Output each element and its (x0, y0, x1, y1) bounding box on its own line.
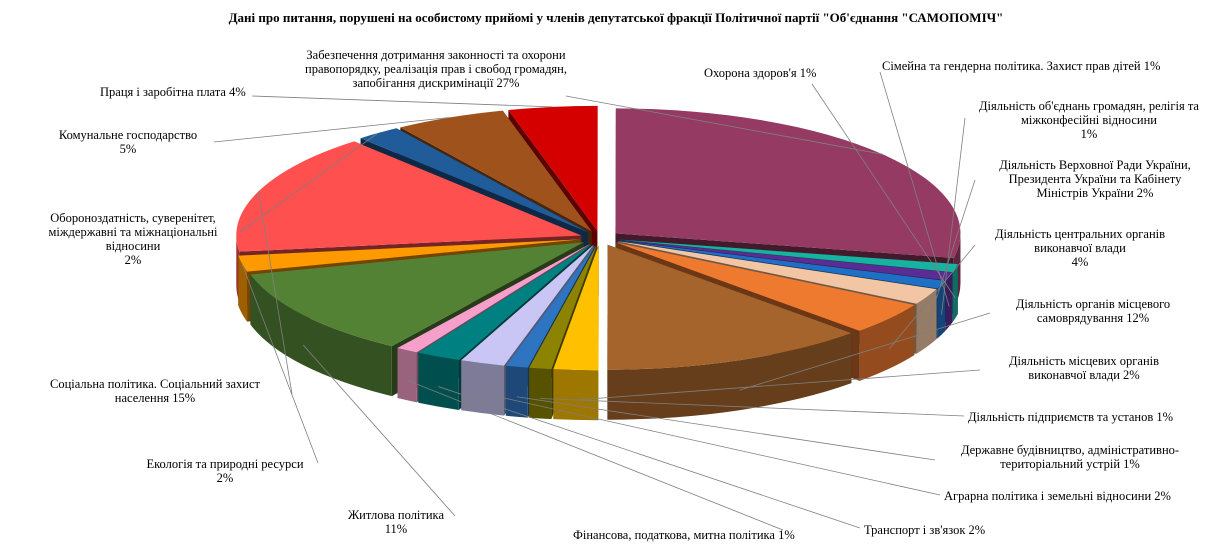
slice-5 (615, 242, 915, 331)
slice-side-7-0 (553, 369, 599, 421)
data-label-2: Сімейна та гендерна політика. Захист пра… (882, 59, 1161, 73)
data-label-6: Діяльність органів місцевого самоврядува… (1015, 297, 1171, 325)
leader-line-1 (811, 83, 956, 299)
data-label-15: Соціальна політика. Соціальний захист на… (49, 377, 260, 405)
slice-1 (619, 239, 958, 273)
slice-side-11-0 (418, 352, 459, 410)
leader-line-15 (258, 191, 293, 395)
data-label-12: Фінансова, податкова, митна політика 1% (573, 528, 795, 542)
slice-3 (618, 240, 946, 289)
slice-side-4-0 (916, 289, 937, 354)
slice-6 (607, 244, 852, 370)
slice-0 (615, 108, 961, 258)
slice-18 (508, 105, 598, 231)
slice-side-5-0 (859, 305, 915, 381)
leader-line-16 (239, 132, 379, 233)
data-label-17: Комунальне господарство 5% (58, 128, 198, 156)
chart-title: Дані про питання, порушені на особистому… (228, 10, 1004, 25)
data-label-9: Державне будівництво, адміністративно- т… (960, 443, 1180, 471)
slice-side-10-0 (461, 360, 504, 416)
slice-9 (505, 245, 596, 368)
data-label-0: Забезпечення дотримання законності та ох… (305, 48, 567, 90)
slice-side-12-0 (397, 348, 417, 403)
leader-line-14 (241, 263, 319, 464)
data-label-1: Охорона здоров'я 1% (704, 66, 817, 80)
leader-line-3 (941, 117, 966, 315)
data-label-13: Житлова політика 11% (347, 508, 444, 536)
data-label-3: Діяльність об'єднань громадян, релігія т… (979, 99, 1199, 141)
leader-line-10 (482, 392, 941, 496)
leader-line-11 (438, 386, 861, 529)
leader-line-12 (406, 379, 784, 531)
data-label-8: Діяльність підприємств та установ 1% (968, 410, 1174, 424)
data-label-7: Діяльність місцевих органів виконавчої в… (1008, 354, 1160, 382)
slice-13 (250, 242, 584, 347)
leader-line-6 (739, 312, 991, 391)
leader-line-7 (575, 369, 981, 401)
leader-line-9 (516, 396, 936, 461)
slice-11 (418, 244, 592, 360)
slice-side-9-0 (505, 365, 528, 418)
slice-16 (360, 128, 588, 233)
slice-side-3-0 (937, 280, 946, 339)
slice-7 (553, 245, 599, 371)
slice-side-13-0 (250, 274, 392, 397)
data-label-5: Діяльність центральних органів виконавчо… (994, 227, 1166, 269)
data-label-14: Екологія та природні ресурси 2% (146, 457, 304, 485)
slice-side-8-0 (529, 367, 552, 420)
data-label-16: Обороноздатність, суверенітет, міждержав… (48, 211, 218, 267)
slice-15 (236, 141, 582, 252)
slice-8 (529, 245, 597, 370)
slice-10 (461, 244, 594, 366)
slice-tops (236, 105, 961, 371)
data-label-11: Транспорт і зв'язок 2% (864, 523, 986, 537)
slice-12 (397, 244, 590, 353)
leader-line-5 (889, 244, 976, 349)
slice-side-1-0 (952, 264, 958, 323)
slice-side-2-0 (945, 272, 953, 331)
slice-4 (617, 241, 937, 304)
leader-line-4 (926, 179, 976, 327)
data-label-4: Діяльність Верховної Ради України, Прези… (999, 158, 1191, 200)
slice-17 (400, 110, 592, 232)
data-label-18: Праця і заробітна плата 4% (100, 85, 246, 99)
leader-line-17 (213, 117, 450, 143)
leader-line-0 (565, 95, 883, 155)
data-label-10: Аграрна політика і земельні відносини 2% (944, 489, 1171, 503)
leader-lines (213, 71, 991, 531)
slice-14 (238, 239, 581, 272)
leader-line-8 (540, 398, 965, 417)
leader-line-13 (302, 344, 456, 517)
leader-line-18 (251, 95, 553, 108)
slice-2 (619, 240, 953, 281)
leader-line-2 (879, 71, 950, 307)
slice-side-6-0 (607, 333, 852, 420)
